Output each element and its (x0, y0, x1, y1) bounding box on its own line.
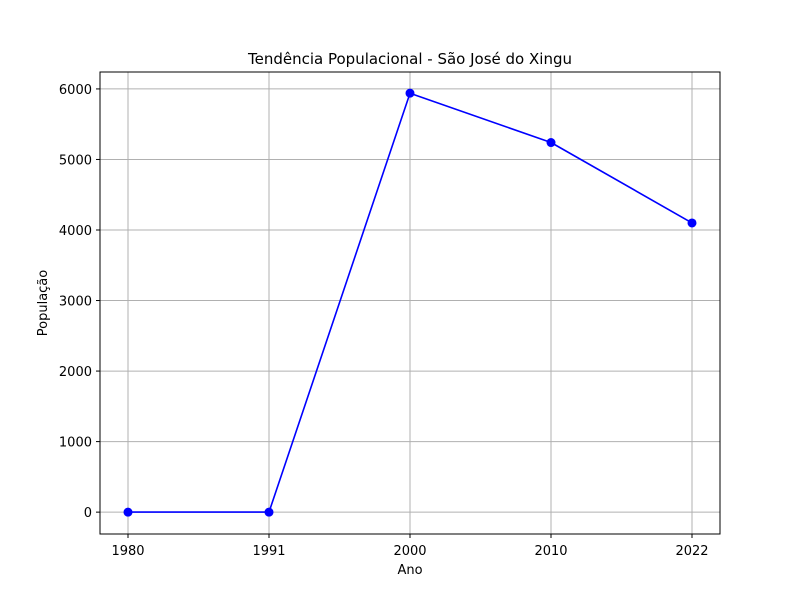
x-tick-label: 2000 (393, 544, 426, 559)
y-tick-label: 1000 (59, 436, 92, 451)
y-axis-label: População (36, 270, 51, 337)
x-tick-label: 1991 (252, 544, 285, 559)
y-tick-label: 5000 (59, 153, 92, 168)
y-tick-label: 6000 (59, 83, 92, 98)
y-tick-label: 0 (84, 506, 92, 521)
y-tick-label: 3000 (59, 295, 92, 310)
x-axis-ticks: 1980 1991 2000 2010 2022 (111, 534, 709, 559)
data-point-1980 (123, 507, 133, 517)
x-tick-label: 2010 (534, 544, 567, 559)
data-point-2000 (405, 88, 415, 98)
series-layer (123, 88, 697, 517)
grid-lines (100, 72, 720, 534)
x-tick-label: 1980 (111, 544, 144, 559)
x-tick-label: 2022 (675, 544, 708, 559)
data-point-2010 (546, 138, 556, 148)
data-point-1991 (264, 507, 274, 517)
y-tick-label: 4000 (59, 224, 92, 239)
chart-title: Tendência Populacional - São José do Xin… (247, 50, 572, 68)
y-tick-label: 2000 (59, 365, 92, 380)
data-point-2022 (687, 218, 697, 228)
y-axis-ticks: 0 1000 2000 3000 4000 5000 6000 (59, 83, 100, 521)
x-axis-label: Ano (397, 563, 422, 578)
